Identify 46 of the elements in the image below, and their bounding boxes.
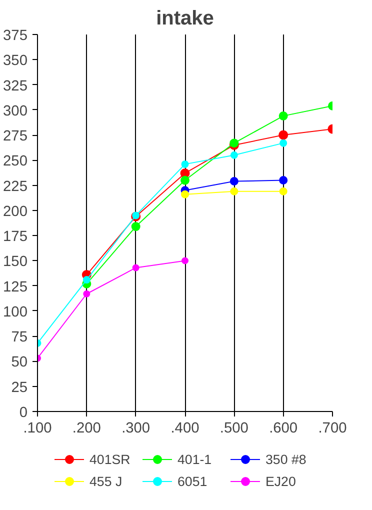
- point: [278, 130, 288, 140]
- y-tick-label: 50: [11, 354, 28, 371]
- y-tick-label: 25: [11, 380, 28, 396]
- x-tick-label: .400: [170, 420, 200, 436]
- x-tick-label: .200: [72, 420, 101, 436]
- y-tick-label: 200: [3, 204, 28, 220]
- x-tick-label: .700: [318, 420, 347, 436]
- chart-title: intake: [156, 8, 214, 30]
- point: [279, 176, 288, 185]
- y-tick-label: 375: [3, 28, 28, 44]
- legend-label: EJ20: [266, 474, 297, 488]
- y-tick-label: 300: [3, 103, 28, 120]
- legend-label: 401-1: [178, 452, 213, 466]
- y-tick-label: 225: [3, 178, 28, 195]
- y-tick-label: 350: [3, 53, 28, 70]
- legend-label: 350 #8: [266, 452, 308, 466]
- point: [181, 190, 189, 198]
- legend-label: 401SR: [90, 452, 132, 466]
- legend-label: 455 J: [90, 474, 124, 488]
- y-tick-label: 100: [3, 304, 28, 320]
- y-tick-label: 175: [3, 229, 28, 246]
- point: [83, 290, 90, 298]
- point: [82, 276, 90, 284]
- point: [181, 160, 189, 168]
- x-tick-label: .500: [220, 420, 248, 436]
- point: [182, 257, 188, 264]
- x-tick-label: .300: [122, 420, 150, 436]
- x-tick-label: .100: [23, 420, 52, 436]
- y-tick-label: 75: [11, 330, 28, 346]
- y-tick-label: 125: [3, 279, 28, 296]
- point: [280, 139, 288, 147]
- y-tick-label: 250: [3, 154, 28, 170]
- point: [180, 176, 190, 185]
- y-tick-label: 0: [19, 405, 28, 421]
- y-tick-label: 150: [3, 254, 28, 270]
- y-tick-label: 275: [3, 128, 28, 145]
- point: [278, 111, 288, 120]
- y-tick-label: 325: [3, 78, 28, 94]
- point: [230, 151, 238, 159]
- point: [132, 264, 140, 272]
- point: [131, 222, 140, 232]
- legend-label: 6051: [178, 474, 208, 488]
- point: [230, 187, 238, 196]
- x-tick-label: .600: [269, 420, 298, 436]
- point: [279, 187, 288, 196]
- point: [230, 177, 238, 186]
